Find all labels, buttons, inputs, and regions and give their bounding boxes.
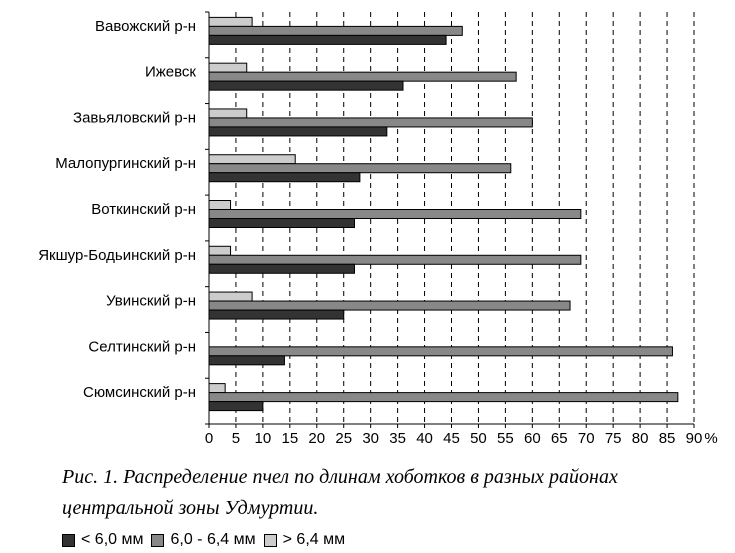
bar-chart: Вавожский р-н Ижевск Завьяловский р-н Малоп… xyxy=(38,11,718,447)
bar xyxy=(208,392,679,403)
x-tick-label: 35 xyxy=(389,430,406,447)
x-tick-label: 40 xyxy=(416,430,433,447)
category-label: Сюмсинский р-н xyxy=(83,384,196,401)
x-tick-label: 90 xyxy=(686,430,703,447)
bar xyxy=(208,291,253,302)
bar xyxy=(208,309,345,320)
bar xyxy=(208,117,533,128)
category-labels: Вавожский р-н Ижевск Завьяловский р-н Малоп… xyxy=(38,18,196,401)
bar xyxy=(208,71,517,82)
caption-line-1: Рис. 1. Распределение пчел по длинам хоб… xyxy=(62,466,618,488)
bar xyxy=(208,346,673,357)
x-axis-unit: % xyxy=(704,430,717,447)
x-tick-label: 15 xyxy=(281,430,298,447)
legend-label-medium: 6,0 - 6,4 мм xyxy=(170,531,256,548)
axes xyxy=(205,11,695,428)
x-tick-label: 5 xyxy=(232,430,240,447)
legend-item-large: > 6,4 мм xyxy=(263,531,346,549)
category-label: Вавожский р-н xyxy=(95,18,196,35)
category-label: Завьяловский р-н xyxy=(73,109,196,126)
bar xyxy=(208,254,582,265)
legend-item-small: < 6,0 мм xyxy=(62,531,143,549)
category-label: Якшур-Бодьинский р-н xyxy=(38,247,196,264)
bar xyxy=(208,355,285,366)
bar xyxy=(208,401,264,412)
category-label: Ижевск xyxy=(145,64,196,81)
bar xyxy=(208,263,355,274)
bars xyxy=(208,16,679,412)
x-tick-label: 10 xyxy=(255,430,272,447)
bar xyxy=(208,200,232,210)
bar xyxy=(208,209,582,219)
legend: < 6,0 мм 6,0 - 6,4 мм > 6,4 мм xyxy=(62,529,353,551)
bar xyxy=(208,108,248,119)
x-tick-labels: 0 5 10 15 20 25 30 35 40 45 50 55 60 65 70 75 80 85 90 xyxy=(205,430,703,447)
legend-swatch-small xyxy=(62,533,75,547)
figure-caption: Рис. 1. Распределение пчел по длинам хоб… xyxy=(62,462,722,524)
bar xyxy=(208,80,404,91)
x-tick-label: 45 xyxy=(443,430,460,447)
x-tick-label: 55 xyxy=(497,430,514,447)
legend-label-large: > 6,4 мм xyxy=(282,531,346,548)
legend-label-small: < 6,0 мм xyxy=(81,531,144,548)
bar xyxy=(208,16,253,27)
category-label: Воткинский р-н xyxy=(91,201,196,218)
bar xyxy=(208,126,388,137)
x-tick-label: 30 xyxy=(362,430,379,447)
x-tick-label: 25 xyxy=(335,430,352,447)
bar xyxy=(208,62,248,73)
bar xyxy=(208,245,232,256)
bar xyxy=(208,218,355,228)
x-tick-label: 80 xyxy=(632,430,649,447)
category-label: Селтинский р-н xyxy=(88,338,196,355)
bar xyxy=(208,34,447,45)
x-tick-label: 85 xyxy=(659,430,676,447)
legend-item-medium: 6,0 - 6,4 мм xyxy=(151,531,256,549)
x-tick-label: 60 xyxy=(524,430,541,447)
bar xyxy=(208,300,571,311)
x-tick-label: 20 xyxy=(308,430,325,447)
legend-swatch-large xyxy=(263,533,277,547)
caption-line-2: центральной зоны Удмуртии. xyxy=(62,497,319,519)
x-tick-label: 70 xyxy=(578,430,595,447)
legend-swatch-medium xyxy=(151,533,165,547)
bar xyxy=(208,163,512,174)
bar xyxy=(208,172,361,183)
x-tick-label: 0 xyxy=(205,430,213,447)
x-tick-label: 75 xyxy=(605,430,622,447)
category-label: Увинский р-н xyxy=(106,293,196,310)
x-tick-label: 65 xyxy=(551,430,568,447)
category-label: Малопургинский р-н xyxy=(55,155,196,172)
x-tick-label: 50 xyxy=(470,430,487,447)
bar xyxy=(208,25,463,36)
bar xyxy=(208,383,226,394)
bar xyxy=(208,154,296,165)
